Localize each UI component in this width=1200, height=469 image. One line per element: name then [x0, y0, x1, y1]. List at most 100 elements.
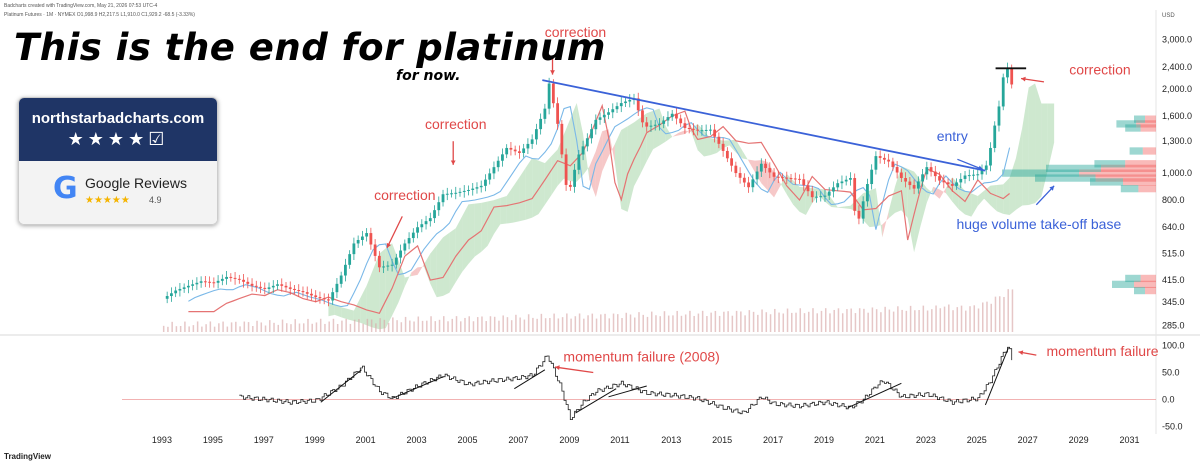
annotation-label: correction [1069, 62, 1130, 78]
annotation-label: correction [545, 24, 606, 40]
candle-body [1010, 68, 1014, 85]
x-tick-label: 2029 [1069, 435, 1089, 445]
review-badge[interactable]: northstarbadcharts.com ★★★★☑ G Google Re… [18, 97, 218, 225]
momentum-trend-segment [391, 376, 444, 399]
candle-body [908, 181, 912, 186]
volume-bar [311, 323, 313, 332]
volume-profile-down [1095, 174, 1156, 182]
volume-bar [846, 309, 848, 332]
momentum-tick-label: 0.0 [1162, 395, 1175, 405]
volume-bar [863, 308, 865, 332]
cloud-segment [723, 140, 730, 148]
candle-body [738, 173, 742, 178]
volume-bar [977, 308, 980, 332]
cloud-segment [595, 131, 603, 198]
volume-bar [939, 308, 942, 332]
candle-body [980, 169, 984, 175]
cloud-segment [818, 188, 825, 202]
cloud-segment [513, 177, 520, 223]
volume-bar [519, 317, 521, 332]
cloud-segment [411, 267, 418, 277]
candle-body [551, 83, 555, 104]
cloud-segment [977, 190, 985, 206]
x-tick-label: 2013 [661, 435, 681, 445]
candle-body [539, 118, 543, 130]
candle-body [895, 167, 899, 173]
candle-body [730, 158, 734, 166]
momentum-trend-segment [514, 369, 546, 390]
candle-body [819, 196, 823, 198]
cloud-segment [837, 206, 845, 209]
cloud-segment [436, 237, 444, 298]
volume-bar [426, 320, 428, 332]
candle-body [293, 288, 296, 290]
cloud-segment [888, 186, 895, 219]
candle-body [165, 296, 169, 299]
volume-bar [990, 303, 992, 332]
candle-body [445, 193, 449, 195]
x-tick-label: 2025 [967, 435, 987, 445]
x-tick-label: 2007 [508, 435, 528, 445]
annotation-arrow [554, 366, 594, 374]
volume-bar [544, 318, 547, 332]
candle-body [271, 285, 275, 288]
volume-bar [532, 317, 534, 332]
volume-bar [328, 321, 330, 332]
price-axis-unit: USD [1162, 13, 1175, 19]
candle-body [832, 187, 835, 192]
cloud-segment [672, 132, 679, 137]
x-tick-label: 2003 [407, 435, 427, 445]
header-line1: Badcharts created with TradingView.com, … [4, 3, 158, 9]
volume-profile-down [1079, 169, 1156, 177]
candle-body [501, 154, 504, 161]
candle-body [849, 178, 852, 180]
volume-bar [858, 308, 861, 332]
volume-bar [366, 318, 369, 332]
candle-body [882, 157, 886, 160]
candle-body [938, 176, 941, 181]
volume-bar [489, 316, 492, 332]
cloud-segment [640, 113, 647, 175]
volume-bar [634, 317, 636, 332]
candle-body [921, 174, 924, 182]
cloud-segment [404, 272, 412, 287]
candle-body [675, 113, 678, 119]
candle-body [798, 178, 801, 180]
candle-body [717, 136, 721, 144]
price-tick-label: 1,000.0 [1162, 168, 1192, 178]
volume-bar [281, 319, 284, 332]
candle-body [759, 163, 763, 172]
volume-bar [468, 316, 470, 332]
candle-body [212, 282, 216, 284]
candle-body [823, 195, 827, 197]
candle-body [861, 201, 865, 219]
volume-profile-up [1112, 280, 1134, 288]
candle-body [840, 181, 844, 184]
candle-body [764, 163, 767, 169]
volume-bar [952, 310, 954, 332]
fast-moving-average [188, 105, 1011, 308]
price-tick-label: 515.0 [1162, 249, 1185, 259]
volume-bar [854, 313, 857, 332]
volume-bar [218, 323, 220, 332]
cloud-segment [398, 260, 405, 303]
candle-body [242, 279, 245, 282]
volume-bar [434, 321, 437, 332]
candle-body [611, 109, 615, 113]
candle-body [772, 172, 776, 177]
cloud-segment [538, 160, 545, 215]
cloud-segment [678, 130, 685, 136]
annotation-arrowhead [1049, 185, 1055, 191]
volume-bar [960, 305, 963, 332]
volume-bar [201, 326, 203, 332]
candle-body [229, 276, 233, 278]
volume-bar [315, 322, 318, 332]
cloud-segment [1009, 158, 1016, 215]
momentum-tick-label: 50.0 [1162, 367, 1180, 377]
volume-bar [650, 311, 653, 332]
volume-bar [600, 314, 602, 332]
candle-body [666, 117, 670, 121]
candle-body [615, 106, 619, 110]
candle-body [870, 169, 874, 185]
